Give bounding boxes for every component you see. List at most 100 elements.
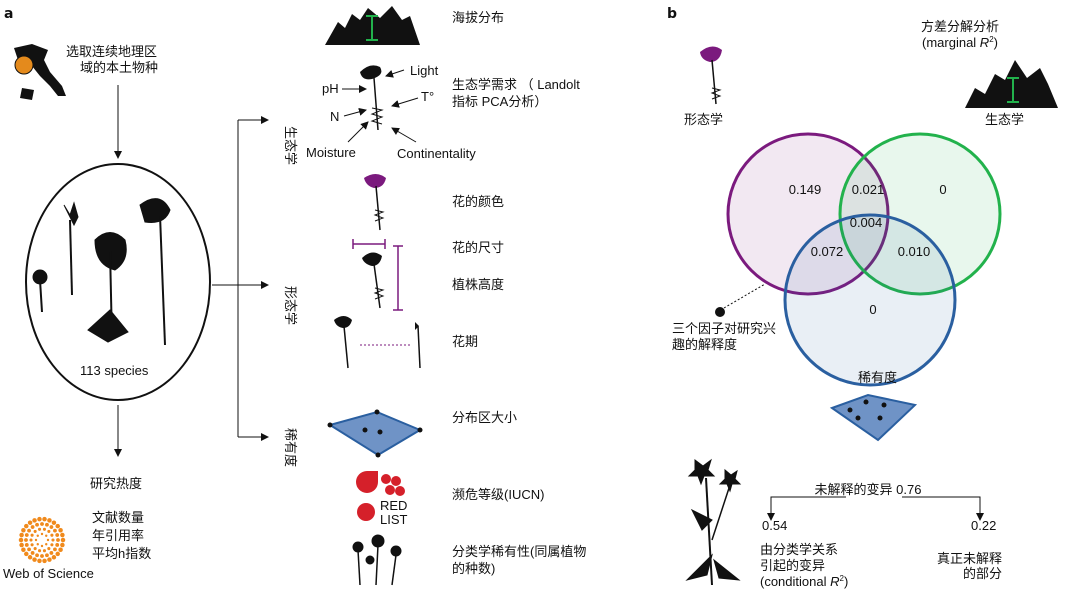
wos-dot (24, 533, 29, 537)
wos-dot (24, 551, 29, 557)
factor-ph: pH (322, 81, 339, 96)
wos-dot (55, 523, 60, 529)
wos-dot (46, 538, 50, 542)
trait-ecological-needs-2: 指标 PCA分析） (452, 94, 547, 109)
group-ecology: 生态学 (283, 126, 298, 165)
wos-dot (47, 557, 52, 562)
trait-flower-color: 花的颜色 (452, 194, 504, 209)
web-of-science-logo-icon (18, 516, 66, 564)
wos-dot (47, 518, 52, 523)
wos-dot (34, 538, 38, 542)
wos-dot (53, 547, 57, 552)
plant-factors-icon (342, 65, 419, 143)
metric-1: 文献数量 (92, 510, 144, 525)
wos-dot (45, 553, 49, 558)
venn-ecology-only: 0 (939, 182, 946, 197)
wos-dot (30, 543, 34, 547)
residual-text-2: 的部分 (963, 566, 1002, 581)
unexplained-split-arrows (767, 496, 984, 521)
trait-plant-height: 植株高度 (452, 277, 504, 292)
panel-b-title-1: 方差分解分析 (921, 19, 999, 34)
venn-circle-morphology (726, 132, 890, 296)
conditional-value: 0.54 (762, 518, 787, 533)
flowering-period-icon (334, 316, 421, 369)
wos-dot (40, 554, 44, 558)
label-rarity: 稀有度 (858, 370, 897, 385)
research-popularity: 研究热度 (90, 476, 142, 491)
unexplained-variance: 未解释的变异 0.76 (815, 482, 922, 497)
wos-dot (58, 547, 63, 553)
factor-moisture: Moisture (306, 145, 356, 160)
wos-dot (27, 520, 33, 525)
wos-dot (32, 557, 37, 562)
venn-rarity-only: 0 (869, 302, 876, 317)
wos-dot (19, 542, 24, 548)
venn-diagram: 0.149 0.021 0 0.004 0.072 0.010 0 (726, 132, 1002, 387)
wos-dot (30, 551, 35, 555)
metric-3: 平均h指数 (92, 546, 151, 561)
trait-ecological-needs-1: 生态学需求 （ Landolt (452, 77, 580, 92)
pointer-dot (715, 307, 725, 317)
plant-silhouette-icon (685, 458, 742, 586)
wos-label: Web of Science (3, 566, 94, 581)
venn-circle-ecology (838, 132, 1002, 296)
wos-dot (56, 538, 60, 542)
wos-dot (45, 534, 48, 537)
trait-taxonomic-rarity-1: 分类学稀有性(同属植物 (452, 544, 586, 559)
venn-eco-rarity: 0.010 (898, 244, 931, 259)
wos-dot (45, 522, 49, 527)
wos-dot (27, 555, 33, 560)
range-polygon-icon (327, 409, 423, 458)
wos-dot (24, 543, 29, 547)
wos-dot (51, 555, 57, 560)
purple-flower-icon-b (700, 46, 722, 105)
wos-dot (30, 525, 35, 529)
venn-all-three: 0.004 (850, 215, 883, 230)
conditional-text-1: 由分类学关系 (760, 542, 838, 557)
wos-dot (36, 543, 39, 546)
wos-dot (24, 523, 29, 529)
wos-dot (33, 529, 37, 533)
wos-dot (42, 558, 47, 564)
factor-n: N (330, 109, 339, 124)
mountain-icon-b (965, 60, 1058, 108)
metric-2: 年引用率 (92, 528, 144, 543)
label-morphology: 形态学 (684, 112, 723, 127)
wos-dot (38, 527, 42, 531)
panel-a-label: a (4, 6, 13, 22)
wos-dot (35, 553, 39, 558)
wos-dot (55, 533, 60, 537)
pointer-dotted-line (723, 283, 766, 309)
range-polygon-icon-b (829, 393, 918, 442)
wos-dot (37, 558, 42, 564)
venn-morph-eco: 0.021 (852, 182, 885, 197)
wos-dot (51, 538, 55, 542)
group-morphology: 形态学 (283, 286, 298, 325)
conditional-text-2: 引起的变异 (760, 558, 825, 573)
wos-dot (49, 551, 54, 555)
residual-value: 0.22 (971, 518, 996, 533)
trait-taxonomic-rarity-2: 的种数) (452, 561, 495, 576)
factor-temperature: T° (421, 89, 434, 104)
branch-arrows (212, 116, 269, 441)
red-list-logo-icon: RED LIST (356, 471, 408, 527)
wos-dot (42, 549, 46, 553)
wos-dot (55, 543, 60, 547)
wos-dot (60, 532, 65, 538)
conditional-text-3: (conditional R2) (760, 574, 848, 589)
explained-note-2: 趣的解释度 (672, 337, 737, 352)
wos-dot (27, 547, 31, 552)
factor-light: Light (410, 63, 439, 78)
flower-size-height-icon (352, 239, 403, 311)
wos-dot (21, 547, 26, 553)
panel-b-label: b (667, 6, 677, 22)
mountain-icon (325, 6, 420, 45)
red-list-text-2: LIST (380, 512, 408, 527)
wos-dot (55, 551, 60, 557)
wos-dot (60, 542, 65, 548)
wos-dot (30, 533, 34, 537)
wos-dot (35, 522, 39, 527)
wos-dot (18, 537, 24, 543)
wos-dot (40, 544, 44, 548)
